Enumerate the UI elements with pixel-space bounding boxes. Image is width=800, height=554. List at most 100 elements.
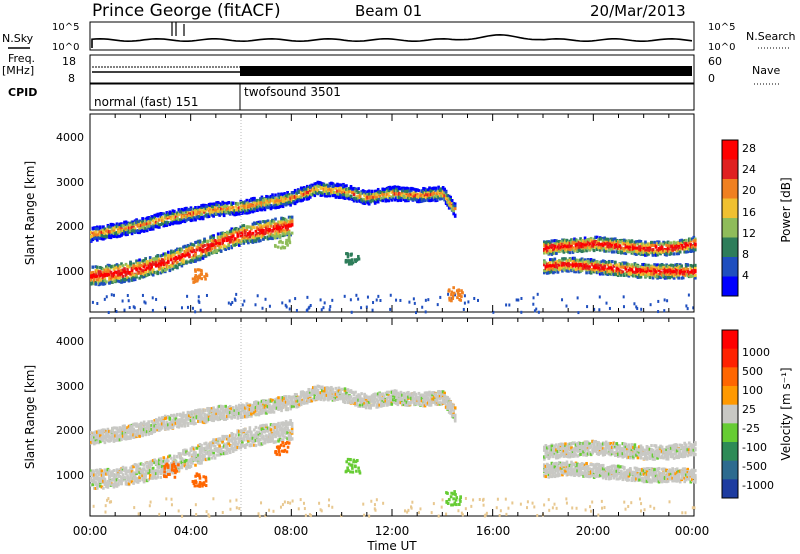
noise-left-label: N.Sky [2,32,34,45]
range-cell [151,270,155,274]
range-cell [227,206,231,210]
range-cell [675,275,679,279]
range-cell [139,274,143,278]
range-cell [206,214,209,218]
range-cell [209,247,212,251]
range-cell [662,265,665,269]
range-cell [677,252,680,256]
range-cell [621,264,625,268]
range-cell [225,245,229,249]
range-cell [609,270,613,274]
range-cell [257,220,261,224]
range-cell [577,246,581,250]
range-cell [346,191,350,195]
range-cell [432,192,436,196]
range-cell [111,223,114,227]
range-cell [109,275,113,279]
power-ytick-4000: 4000 [56,131,84,144]
range-cell [284,197,288,201]
range-cell [635,247,638,251]
range-cell [182,245,185,249]
range-cell [694,248,697,252]
range-cell [660,263,664,267]
range-cell [565,248,569,252]
range-cell [170,250,173,254]
range-cell [662,267,665,271]
range-cell [372,195,375,199]
range-cell [195,207,199,211]
range-cell [262,233,265,237]
range-cell [446,200,449,204]
range-cell [629,248,632,252]
range-cell [307,193,311,197]
range-cell [171,214,175,218]
range-cell [123,308,126,312]
range-cell [568,251,572,255]
range-cell [443,187,446,191]
range-cell [339,186,342,190]
range-cell [263,206,267,210]
range-cell [228,205,232,209]
range-cell [213,206,217,210]
range-cell [157,224,161,228]
range-cell [408,300,411,304]
range-cell [405,195,409,199]
range-cell [313,182,317,186]
range-cell [618,272,622,276]
range-cell [105,273,108,277]
range-cell [160,258,164,262]
range-cell [236,234,240,238]
range-cell [654,252,658,256]
range-cell [645,267,649,271]
range-cell [100,231,104,235]
range-cell [207,205,211,209]
range-cell [151,308,154,312]
range-cell [641,252,644,256]
range-cell [657,242,661,246]
range-cell [686,250,690,254]
range-cell [647,248,650,252]
range-cell [677,247,680,251]
range-cell [378,189,382,193]
range-cell [576,249,579,253]
range-cell [588,267,591,271]
range-cell [419,191,422,195]
range-cell [159,262,163,266]
range-cell [639,273,643,277]
range-cell [432,195,436,199]
range-cell [561,249,564,253]
range-cell [254,239,258,243]
range-cell [393,185,397,189]
range-cell [450,198,454,202]
range-cell [624,267,628,271]
range-cell [324,189,327,193]
range-cell [256,198,259,202]
range-cell [416,192,419,196]
range-cell [250,207,253,211]
range-cell [352,199,356,203]
range-cell [582,267,585,271]
range-cell [417,199,421,203]
range-cell [96,236,99,240]
range-cell [263,203,267,207]
range-cell [626,273,629,277]
range-cell [626,242,629,246]
range-cell [260,197,264,201]
range-cell [681,272,685,276]
range-cell [260,225,264,229]
range-cell [677,273,680,277]
range-cell [147,271,150,275]
range-cell [686,307,689,311]
range-cell [588,248,591,252]
range-cell [274,232,277,236]
range-cell [210,209,214,213]
range-cell [567,258,570,262]
range-cell [138,231,141,235]
range-cell [588,268,591,272]
range-cell [543,243,546,247]
range-cell [559,244,563,248]
range-cell [221,204,224,208]
range-cell [163,262,167,266]
range-cell [204,213,208,217]
range-cell [230,232,234,236]
